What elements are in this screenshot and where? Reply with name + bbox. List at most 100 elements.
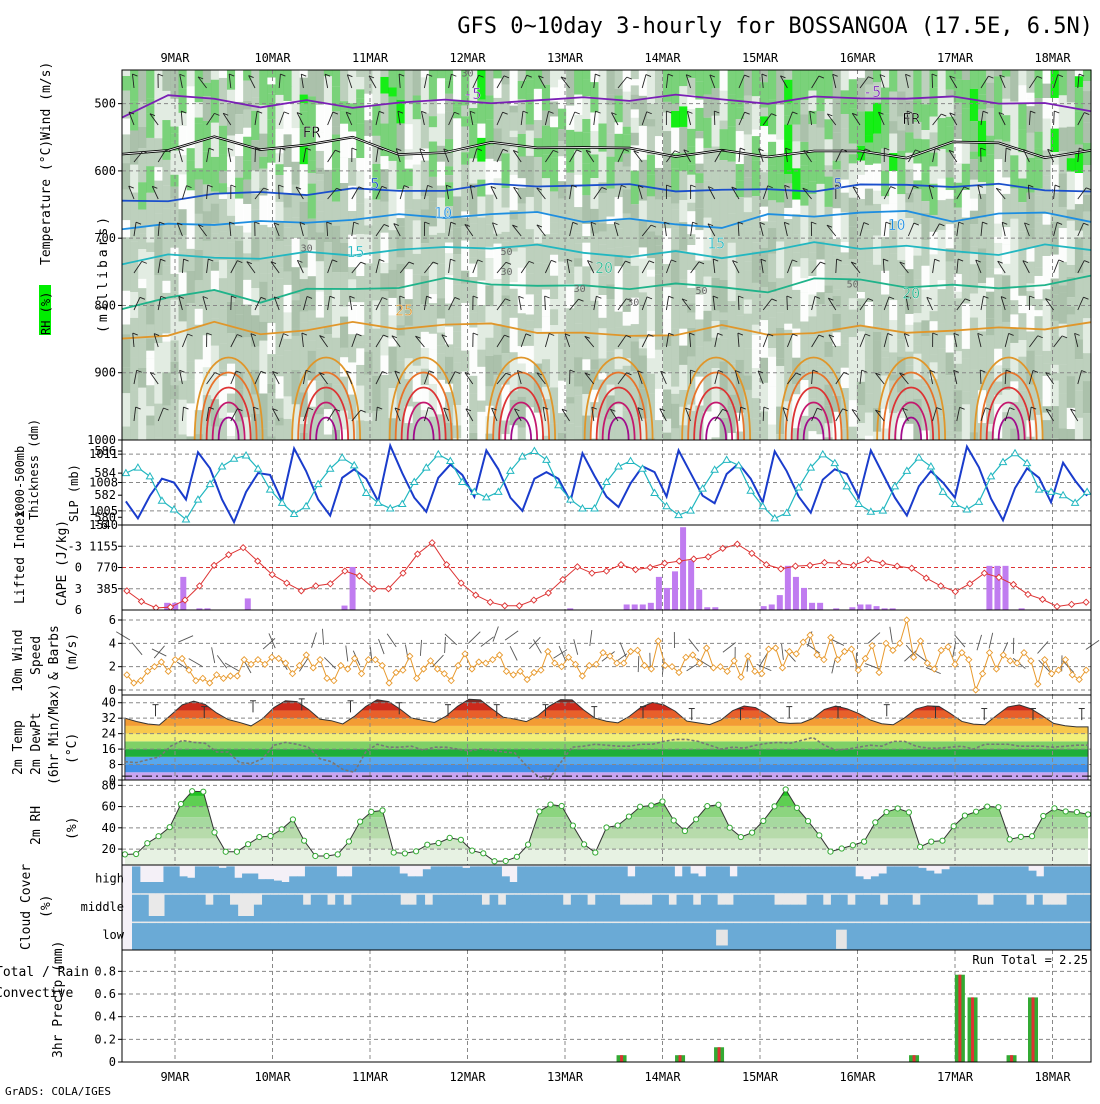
- rh-shade-cell: [1083, 81, 1092, 91]
- rh-shade-cell: [235, 338, 244, 361]
- rh-shade-cell: [195, 359, 204, 383]
- x-tick-top-label: 12MAR: [449, 51, 486, 65]
- rh-point: [526, 842, 531, 847]
- rh-shade-cell: [873, 134, 882, 164]
- rh-shade-cell: [316, 318, 325, 349]
- cloud-cell: [815, 923, 824, 950]
- temperature-contour-label: 15: [707, 234, 725, 252]
- rh-shade-cell: [687, 175, 696, 203]
- rh-shade-cell: [259, 301, 268, 322]
- rh-shade-cell: [235, 178, 244, 199]
- rh-shade-cell: [986, 136, 995, 155]
- rh-shade-cell: [453, 196, 462, 227]
- y-tick-label: 500: [94, 97, 116, 111]
- cloud-cell: [571, 895, 580, 922]
- rh-shade-cell: [526, 94, 535, 125]
- rh-shade-cell: [477, 367, 486, 401]
- rh-shade-cell: [631, 171, 640, 205]
- panel1-rh-label: RH (%): [39, 292, 53, 335]
- rh-shade-cell: [841, 308, 850, 336]
- rh-shade-cell: [356, 365, 365, 386]
- cloud-cell: [831, 895, 840, 922]
- rh-shade-cell: [219, 147, 228, 155]
- rh-shade-cell: [1002, 99, 1011, 115]
- cloud-cell: [896, 923, 905, 950]
- rh-shade-cell: [130, 275, 139, 292]
- rh-shade-cell: [615, 89, 624, 96]
- cloud-cell: [1002, 923, 1011, 950]
- rh-shade-cell: [179, 349, 188, 380]
- rh-shade-cell: [372, 200, 381, 232]
- rh-point: [201, 789, 206, 794]
- rh-shade-cell: [671, 387, 680, 394]
- cloud-cell: [498, 923, 507, 950]
- rh-shade-cell: [841, 70, 850, 78]
- rh-shade-cell: [469, 346, 478, 376]
- rh-shade-cell: [510, 113, 519, 131]
- rh-shade-cell: [275, 175, 284, 202]
- rh-shade-cell: [130, 339, 139, 357]
- rh-shade-cell: [251, 262, 260, 288]
- cloud-cell: [745, 866, 753, 893]
- rh-shade-cell: [162, 70, 171, 91]
- rh-shade-cell: [921, 139, 930, 172]
- rh-shade-cell: [397, 257, 406, 264]
- rh-shade-cell: [324, 76, 333, 103]
- cloud-cell: [595, 895, 604, 922]
- rh-shade-cell: [146, 258, 155, 283]
- rh-shade-cell: [1018, 178, 1027, 202]
- rh-shade-cell: [219, 199, 228, 231]
- rh-shade-cell: [292, 300, 301, 329]
- rh-shade-cell: [461, 181, 470, 211]
- cloud-cell: [205, 905, 214, 922]
- rh-shade-cell: [970, 318, 979, 352]
- cloud-cell: [769, 866, 777, 893]
- rh-shade-cell: [300, 164, 309, 194]
- rh-shade-cell: [477, 138, 486, 162]
- rh-point: [772, 804, 777, 809]
- rh-shade-cell: [445, 327, 454, 345]
- cloud-cell: [693, 923, 702, 950]
- rh-shade-cell: [195, 124, 204, 142]
- cloud-cell: [230, 905, 239, 922]
- rh-shade-cell: [849, 79, 858, 108]
- rh-shade-cell: [703, 70, 712, 95]
- rh-shade-cell: [259, 157, 268, 169]
- cloud-cell: [792, 866, 800, 893]
- rh-shade-cell: [364, 352, 373, 375]
- cloud-cell: [189, 895, 198, 922]
- cloud-cell: [441, 895, 450, 922]
- rh-shade-cell: [235, 114, 244, 134]
- rh-shade-cell: [1051, 365, 1060, 373]
- cloud-cell: [872, 895, 881, 922]
- rh-shade-cell: [816, 70, 825, 104]
- cloud-cell: [392, 895, 401, 922]
- cloud-cell: [218, 868, 226, 894]
- rh-point: [783, 787, 788, 792]
- rh-shade-cell: [873, 204, 882, 236]
- temperature-contour-label: 10: [887, 216, 905, 234]
- rh-shade-cell: [267, 354, 276, 384]
- rh-shade-cell: [623, 247, 632, 274]
- rh-point: [122, 852, 127, 857]
- rh-shade-cell: [1051, 278, 1060, 294]
- rh-shade-cell: [405, 103, 414, 124]
- cape-bar: [656, 577, 662, 610]
- rh-shade-cell: [356, 158, 365, 171]
- rh-point: [1085, 812, 1090, 817]
- rh-point: [234, 849, 239, 854]
- rh-shade-cell: [413, 70, 422, 95]
- rh-shade-cell: [461, 303, 470, 336]
- rh-shade-cell: [1067, 102, 1076, 126]
- rh-shade-cell: [833, 100, 842, 132]
- cloud-cell: [807, 923, 816, 950]
- rh-shade-cell: [187, 362, 196, 380]
- rh-shade-cell: [776, 366, 785, 373]
- rh-shade-cell: [946, 126, 955, 152]
- rh-shade-cell: [752, 252, 761, 283]
- rh-point: [178, 801, 183, 806]
- cloud-cell: [677, 895, 686, 922]
- rh-shade-cell: [469, 313, 478, 328]
